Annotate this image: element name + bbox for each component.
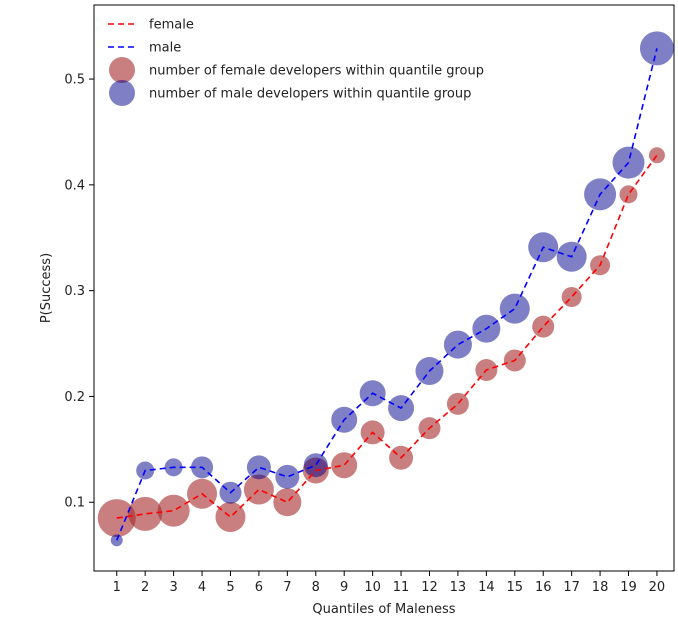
x-axis: 1 2 3 4 5 6 7 8 9 10 11 12 13 14 15 16 17 18 19 20 xyxy=(113,571,666,595)
female-bubble xyxy=(157,494,190,527)
legend-female-line-label: female xyxy=(149,18,194,33)
x-tick-label: 5 xyxy=(226,580,234,595)
bubble-layer xyxy=(97,31,674,547)
legend-male-bubble-label: number of male developers within quantil… xyxy=(149,87,471,102)
line-layer xyxy=(116,48,658,541)
female-bubble xyxy=(97,499,136,538)
male-bubble xyxy=(246,455,271,480)
female-bubble xyxy=(215,502,246,533)
legend-female-bubble-label: number of female developers within quant… xyxy=(149,64,484,79)
x-tick-label: 18 xyxy=(592,580,609,595)
female-bubble xyxy=(243,474,274,505)
legend: female male number of female developers wi… xyxy=(108,18,484,106)
y-tick-label: 0.4 xyxy=(64,178,85,193)
x-tick-label: 8 xyxy=(312,580,320,595)
female-line xyxy=(116,154,658,519)
y-tick-label: 0.5 xyxy=(64,73,85,88)
female-bubble xyxy=(648,147,665,164)
legend-male-bubble-marker xyxy=(109,80,135,106)
female-bubble xyxy=(128,496,163,531)
plot-area xyxy=(93,4,675,572)
x-tick-label: 2 xyxy=(141,580,149,595)
x-tick-label: 15 xyxy=(507,580,524,595)
x-tick-label: 1 xyxy=(113,580,121,595)
x-tick-label: 6 xyxy=(255,580,263,595)
female-bubble xyxy=(561,286,582,307)
male-bubble xyxy=(499,293,530,324)
x-tick-label: 20 xyxy=(649,580,666,595)
legend-female-bubble-marker xyxy=(109,57,135,83)
x-tick-label: 9 xyxy=(340,580,348,595)
female-bubble xyxy=(446,392,469,415)
x-tick-label: 17 xyxy=(563,580,580,595)
female-bubble xyxy=(331,452,358,479)
y-axis-title: P(Success) xyxy=(39,253,54,323)
y-tick-label: 0.3 xyxy=(64,284,85,299)
x-tick-label: 19 xyxy=(620,580,637,595)
x-axis-title: Quantiles of Maleness xyxy=(312,602,455,617)
female-bubble xyxy=(273,488,302,517)
x-tick-label: 16 xyxy=(535,580,552,595)
female-bubble xyxy=(532,315,555,338)
male-bubble xyxy=(303,453,328,478)
legend-male-line-label: male xyxy=(149,41,181,56)
x-tick-label: 13 xyxy=(450,580,467,595)
x-tick-label: 11 xyxy=(393,580,410,595)
female-bubble xyxy=(619,185,638,204)
y-tick-label: 0.1 xyxy=(64,496,85,511)
male-bubble xyxy=(275,464,300,489)
x-tick-label: 12 xyxy=(421,580,438,595)
y-tick-label: 0.2 xyxy=(64,390,85,405)
x-tick-label: 10 xyxy=(364,580,381,595)
y-axis: 0.1 0.2 0.3 0.4 0.5 xyxy=(64,73,94,511)
x-tick-label: 7 xyxy=(283,580,291,595)
male-bubble xyxy=(443,330,472,359)
x-tick-label: 3 xyxy=(169,580,177,595)
x-tick-label: 14 xyxy=(478,580,495,595)
x-tick-label: 4 xyxy=(198,580,206,595)
